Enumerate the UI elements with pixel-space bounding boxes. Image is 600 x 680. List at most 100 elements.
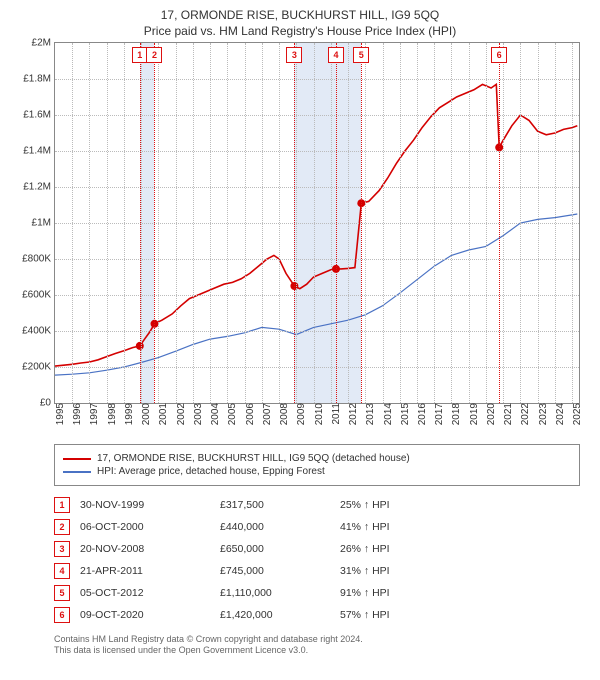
x-tick-label: 2003 (189, 403, 204, 425)
sales-row-date: 21-APR-2011 (80, 565, 220, 577)
x-tick-label: 2001 (154, 403, 169, 425)
legend-label: 17, ORMONDE RISE, BUCKHURST HILL, IG9 5Q… (97, 453, 410, 464)
footnote-line: Contains HM Land Registry data © Crown c… (54, 634, 580, 645)
sales-row: 3 20-NOV-2008£650,00026% ↑ HPI (54, 538, 580, 560)
y-tick-label: £2M (11, 38, 55, 49)
x-tick-label: 2016 (413, 403, 428, 425)
x-tick-label: 2024 (551, 403, 566, 425)
x-tick-label: 2022 (516, 403, 531, 425)
sales-row-num: 5 (54, 585, 70, 601)
sale-marker: 1 (132, 47, 148, 63)
x-tick-label: 1999 (120, 403, 135, 425)
sales-row: 1 30-NOV-1999£317,50025% ↑ HPI (54, 494, 580, 516)
y-tick-label: £0 (11, 398, 55, 409)
sales-row: 4 21-APR-2011£745,00031% ↑ HPI (54, 560, 580, 582)
sales-row-date: 30-NOV-1999 (80, 499, 220, 511)
y-tick-label: £400K (11, 326, 55, 337)
chart-subtitle: Price paid vs. HM Land Registry's House … (10, 24, 590, 38)
x-tick-label: 1995 (51, 403, 66, 425)
footnote: Contains HM Land Registry data © Crown c… (54, 634, 580, 657)
y-tick-label: £200K (11, 362, 55, 373)
sales-row-num: 2 (54, 519, 70, 535)
sales-row-num: 1 (54, 497, 70, 513)
x-tick-label: 2023 (534, 403, 549, 425)
legend-swatch (63, 471, 91, 473)
sales-row-date: 06-OCT-2000 (80, 521, 220, 533)
sales-row-price: £317,500 (220, 499, 340, 511)
sale-marker: 5 (353, 47, 369, 63)
x-tick-label: 1997 (85, 403, 100, 425)
y-tick-label: £600K (11, 290, 55, 301)
sales-row-date: 20-NOV-2008 (80, 543, 220, 555)
sale-marker: 4 (328, 47, 344, 63)
x-tick-label: 2006 (241, 403, 256, 425)
sales-row-delta: 25% ↑ HPI (340, 499, 420, 511)
x-tick-label: 2013 (361, 403, 376, 425)
sales-row-num: 4 (54, 563, 70, 579)
x-tick-label: 2010 (310, 403, 325, 425)
x-tick-label: 2018 (447, 403, 462, 425)
x-tick-label: 2000 (137, 403, 152, 425)
x-tick-label: 2021 (499, 403, 514, 425)
sales-row: 2 06-OCT-2000£440,00041% ↑ HPI (54, 516, 580, 538)
chart-title: 17, ORMONDE RISE, BUCKHURST HILL, IG9 5Q… (10, 8, 590, 22)
x-tick-label: 2008 (275, 403, 290, 425)
sales-row-delta: 31% ↑ HPI (340, 565, 420, 577)
legend: 17, ORMONDE RISE, BUCKHURST HILL, IG9 5Q… (54, 444, 580, 486)
sales-row-delta: 41% ↑ HPI (340, 521, 420, 533)
y-tick-label: £1.4M (11, 146, 55, 157)
sales-row-num: 6 (54, 607, 70, 623)
sale-marker: 3 (286, 47, 302, 63)
sales-row-price: £650,000 (220, 543, 340, 555)
sales-row-price: £745,000 (220, 565, 340, 577)
y-tick-label: £800K (11, 254, 55, 265)
x-tick-label: 2019 (465, 403, 480, 425)
sale-dot (136, 342, 144, 350)
y-tick-label: £1.2M (11, 182, 55, 193)
sales-row-date: 05-OCT-2012 (80, 587, 220, 599)
sales-row-date: 09-OCT-2020 (80, 609, 220, 621)
sale-marker: 6 (491, 47, 507, 63)
x-tick-label: 2005 (223, 403, 238, 425)
x-tick-label: 2017 (430, 403, 445, 425)
sales-row-delta: 91% ↑ HPI (340, 587, 420, 599)
sale-dot (332, 265, 340, 273)
x-tick-label: 2014 (379, 403, 394, 425)
x-tick-label: 2025 (568, 403, 583, 425)
x-tick-label: 2007 (258, 403, 273, 425)
sales-row-delta: 57% ↑ HPI (340, 609, 420, 621)
sales-row-delta: 26% ↑ HPI (340, 543, 420, 555)
sale-marker: 2 (146, 47, 162, 63)
legend-swatch (63, 458, 91, 460)
sales-row: 6 09-OCT-2020£1,420,00057% ↑ HPI (54, 604, 580, 626)
footnote-line: This data is licensed under the Open Gov… (54, 645, 580, 656)
x-tick-label: 2002 (172, 403, 187, 425)
legend-row: HPI: Average price, detached house, Eppi… (63, 466, 571, 477)
series-hpi (55, 214, 577, 375)
legend-label: HPI: Average price, detached house, Eppi… (97, 466, 325, 477)
x-tick-label: 2015 (396, 403, 411, 425)
x-tick-label: 2011 (327, 403, 342, 425)
sales-row-num: 3 (54, 541, 70, 557)
sales-row: 5 05-OCT-2012£1,110,00091% ↑ HPI (54, 582, 580, 604)
y-tick-label: £1M (11, 218, 55, 229)
x-tick-label: 2004 (206, 403, 221, 425)
sales-row-price: £1,110,000 (220, 587, 340, 599)
sales-row-price: £440,000 (220, 521, 340, 533)
sales-row-price: £1,420,000 (220, 609, 340, 621)
sale-dot (357, 199, 365, 207)
x-tick-label: 2012 (344, 403, 359, 425)
series-property (55, 84, 577, 366)
x-tick-label: 1996 (68, 403, 83, 425)
chart-svg (55, 43, 579, 403)
sale-dot (290, 282, 298, 290)
y-tick-label: £1.6M (11, 110, 55, 121)
x-tick-label: 2009 (292, 403, 307, 425)
sale-dot (495, 143, 503, 151)
chart-area: £0£200K£400K£600K£800K£1M£1.2M£1.4M£1.6M… (54, 42, 580, 404)
legend-row: 17, ORMONDE RISE, BUCKHURST HILL, IG9 5Q… (63, 453, 571, 464)
x-tick-label: 1998 (103, 403, 118, 425)
sale-dot (151, 320, 159, 328)
y-tick-label: £1.8M (11, 74, 55, 85)
sales-table: 1 30-NOV-1999£317,50025% ↑ HPI 2 06-OCT-200… (54, 494, 580, 626)
